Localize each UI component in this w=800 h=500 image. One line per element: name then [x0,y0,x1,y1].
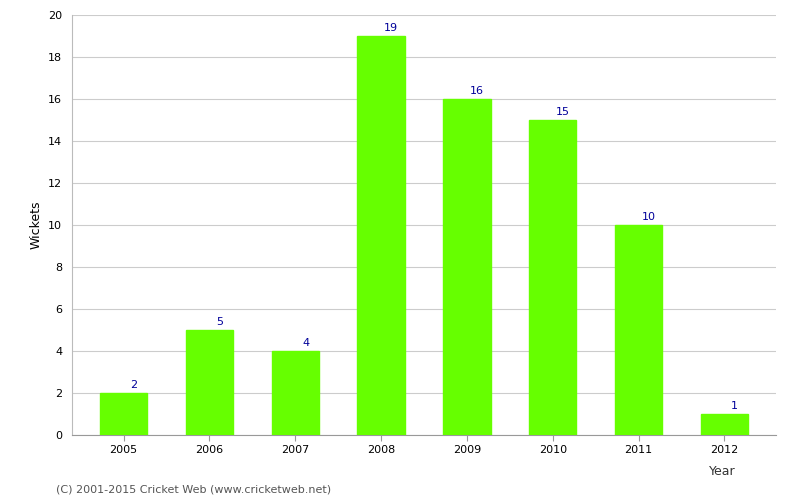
Y-axis label: Wickets: Wickets [30,200,42,249]
Bar [701,414,748,435]
Text: Year: Year [710,465,736,478]
Bar [100,393,147,435]
Bar [272,351,319,435]
Text: 1: 1 [731,401,738,411]
Text: 5: 5 [216,317,223,327]
Text: 2: 2 [130,380,138,390]
Text: 19: 19 [384,23,398,33]
Text: (C) 2001-2015 Cricket Web (www.cricketweb.net): (C) 2001-2015 Cricket Web (www.cricketwe… [56,485,331,495]
Text: 4: 4 [302,338,309,348]
Text: 10: 10 [642,212,656,222]
Bar [443,99,490,435]
Text: 15: 15 [556,107,570,117]
Text: 16: 16 [470,86,484,96]
Bar [186,330,233,435]
Bar [529,120,576,435]
Bar [615,225,662,435]
Bar [358,36,405,435]
